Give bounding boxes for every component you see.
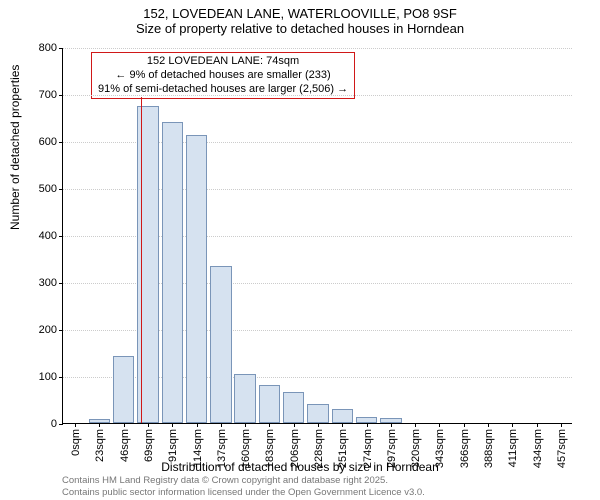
y-tick-label: 200 — [23, 324, 63, 336]
x-tick-mark — [342, 423, 343, 427]
histogram-bar — [210, 266, 231, 423]
x-tick-mark — [124, 423, 125, 427]
annotation-line-1: 152 LOVEDEAN LANE: 74sqm — [98, 55, 348, 69]
histogram-bar — [162, 122, 183, 423]
x-tick-label: 91sqm — [165, 429, 179, 462]
y-tick-label: 800 — [23, 42, 63, 54]
x-tick-mark — [197, 423, 198, 427]
histogram-bar — [283, 392, 304, 423]
x-tick-mark — [464, 423, 465, 427]
x-tick-mark — [512, 423, 513, 427]
y-tick-label: 500 — [23, 183, 63, 195]
x-tick-mark — [537, 423, 538, 427]
x-tick-mark — [269, 423, 270, 427]
footer-line-1: Contains HM Land Registry data © Crown c… — [62, 475, 425, 486]
x-tick-mark — [294, 423, 295, 427]
histogram-bar — [186, 135, 207, 423]
annotation-line-2: ← 9% of detached houses are smaller (233… — [98, 69, 348, 83]
x-tick-mark — [488, 423, 489, 427]
x-tick-mark — [391, 423, 392, 427]
annotation-box: 152 LOVEDEAN LANE: 74sqm ← 9% of detache… — [91, 52, 355, 99]
chart-plot-area: 152 LOVEDEAN LANE: 74sqm ← 9% of detache… — [62, 48, 572, 424]
y-tick-label: 600 — [23, 136, 63, 148]
histogram-bar — [234, 374, 255, 423]
chart-header: 152, LOVEDEAN LANE, WATERLOOVILLE, PO8 9… — [0, 0, 600, 36]
y-tick-label: 0 — [23, 418, 63, 430]
reference-line — [141, 97, 142, 423]
x-tick-label: 23sqm — [92, 429, 106, 462]
y-tick-label: 100 — [23, 371, 63, 383]
x-tick-mark — [221, 423, 222, 427]
footer-attribution: Contains HM Land Registry data © Crown c… — [62, 475, 425, 498]
y-tick-label: 700 — [23, 89, 63, 101]
address-title: 152, LOVEDEAN LANE, WATERLOOVILLE, PO8 9… — [0, 6, 600, 21]
x-tick-mark — [148, 423, 149, 427]
x-tick-mark — [172, 423, 173, 427]
x-tick-mark — [318, 423, 319, 427]
x-tick-mark — [367, 423, 368, 427]
x-tick-mark — [415, 423, 416, 427]
histogram-bar — [113, 356, 134, 423]
y-tick-label: 400 — [23, 230, 63, 242]
footer-line-2: Contains public sector information licen… — [62, 487, 425, 498]
gridline — [63, 95, 572, 96]
histogram-bar — [259, 385, 280, 423]
gridline — [63, 48, 572, 49]
x-tick-mark — [245, 423, 246, 427]
y-axis-label: Number of detached properties — [8, 65, 22, 230]
x-tick-mark — [75, 423, 76, 427]
x-tick-label: 46sqm — [117, 429, 131, 462]
x-tick-mark — [439, 423, 440, 427]
x-tick-label: 69sqm — [141, 429, 155, 462]
histogram-bar — [307, 404, 328, 423]
x-tick-label: 0sqm — [68, 429, 82, 456]
x-tick-mark — [99, 423, 100, 427]
x-tick-mark — [561, 423, 562, 427]
histogram-bar — [332, 409, 353, 423]
y-tick-label: 300 — [23, 277, 63, 289]
x-axis-label: Distribution of detached houses by size … — [0, 460, 600, 474]
chart-subtitle: Size of property relative to detached ho… — [0, 21, 600, 36]
